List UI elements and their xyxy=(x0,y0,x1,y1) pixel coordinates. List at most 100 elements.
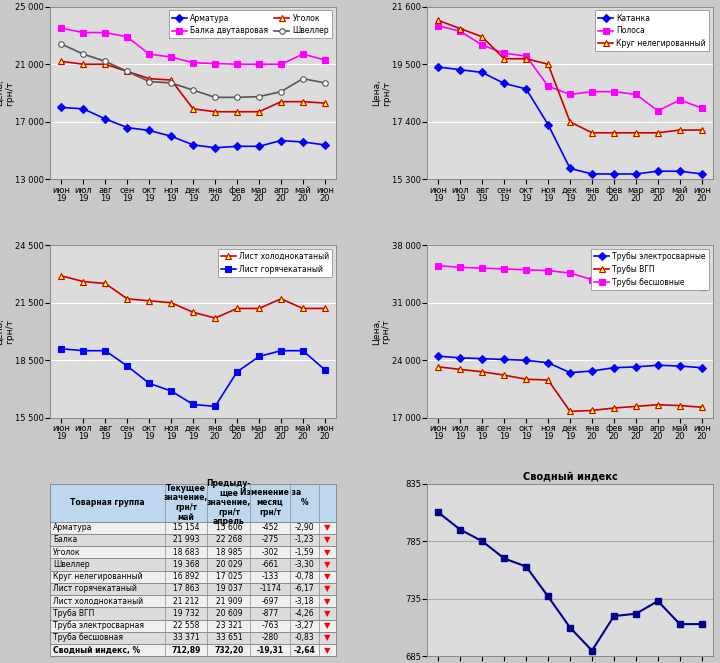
Трубы электросварные xyxy=(500,355,508,363)
Лист горячекатаный xyxy=(255,353,264,361)
Катанка xyxy=(522,85,531,93)
Text: 19 732: 19 732 xyxy=(173,609,199,618)
Катанка xyxy=(478,68,487,76)
Трубы электросварные xyxy=(698,364,706,372)
Трубы электросварные xyxy=(544,359,552,367)
Line: Катанка: Катанка xyxy=(436,64,705,177)
Y-axis label: Цена,
грн/т: Цена, грн/т xyxy=(372,80,391,107)
Уголок xyxy=(79,60,88,68)
Лист холоднокатаный xyxy=(57,272,66,280)
Text: Предыду-
щее
значение,
грн/т
апрель: Предыду- щее значение, грн/т апрель xyxy=(207,479,251,526)
Лист горячекатаный xyxy=(101,347,109,355)
Text: 19 368: 19 368 xyxy=(173,560,199,569)
Трубы бесшовные xyxy=(675,282,684,290)
Text: Труба бесшовная: Труба бесшовная xyxy=(53,633,123,642)
Text: Лист горячекатаный: Лист горячекатаный xyxy=(53,585,137,593)
Text: Труба электросварная: Труба электросварная xyxy=(53,621,144,631)
Text: 22 558: 22 558 xyxy=(173,621,199,631)
Лист холоднокатаный xyxy=(79,278,88,286)
Швеллер xyxy=(211,93,220,101)
Text: 20 029: 20 029 xyxy=(215,560,242,569)
Text: ▼: ▼ xyxy=(324,609,330,618)
Лист горячекатаный xyxy=(299,347,307,355)
Text: 23 321: 23 321 xyxy=(216,621,242,631)
Text: -4,26: -4,26 xyxy=(294,609,315,618)
Bar xyxy=(50,620,336,632)
Text: %: % xyxy=(301,498,308,507)
Лист горячекатаный xyxy=(123,362,132,370)
Арматура xyxy=(57,103,66,111)
Катанка xyxy=(610,170,618,178)
Bar xyxy=(50,546,336,558)
Text: -452: -452 xyxy=(261,523,279,532)
Text: Арматура: Арматура xyxy=(53,523,93,532)
Лист холоднокатаный xyxy=(123,295,132,303)
Балка двутавровая xyxy=(123,33,132,41)
Швеллер xyxy=(255,93,264,101)
Полоса xyxy=(610,88,618,95)
Уголок xyxy=(123,68,132,76)
Line: Круг нелегированный: Круг нелегированный xyxy=(436,17,705,135)
Лист холоднокатаный xyxy=(276,295,285,303)
Text: 712,89: 712,89 xyxy=(171,646,201,655)
Балка двутавровая xyxy=(276,60,285,68)
Катанка xyxy=(566,164,575,172)
Уголок xyxy=(167,76,176,84)
Bar xyxy=(50,595,336,607)
Круг нелегированный xyxy=(698,126,706,134)
Лист холоднокатаный xyxy=(189,308,197,316)
Legend: Катанка, Полоса, Круг нелегированный: Катанка, Полоса, Круг нелегированный xyxy=(595,11,709,51)
Bar xyxy=(50,607,336,620)
Text: -280: -280 xyxy=(261,633,279,642)
Уголок xyxy=(189,105,197,113)
Text: 17 025: 17 025 xyxy=(215,572,242,581)
Балка двутавровая xyxy=(233,60,241,68)
Line: Уголок: Уголок xyxy=(58,58,328,115)
Text: -1174: -1174 xyxy=(259,585,282,593)
Круг нелегированный xyxy=(456,25,464,32)
Трубы ВГП xyxy=(456,365,464,373)
Балка двутавровая xyxy=(189,59,197,67)
Полоса xyxy=(456,27,464,35)
Полоса xyxy=(500,49,508,57)
Text: Балка: Балка xyxy=(53,536,78,544)
Text: -661: -661 xyxy=(261,560,279,569)
Text: -1,23: -1,23 xyxy=(294,536,314,544)
Трубы ВГП xyxy=(654,400,662,408)
Балка двутавровая xyxy=(320,56,329,64)
Полоса xyxy=(631,90,640,98)
Line: Трубы бесшовные: Трубы бесшовные xyxy=(436,263,705,290)
Швеллер xyxy=(233,93,241,101)
Text: -3,27: -3,27 xyxy=(294,621,315,631)
Line: Арматура: Арматура xyxy=(58,105,328,151)
Катанка xyxy=(456,66,464,74)
Bar xyxy=(50,644,336,656)
Лист горячекатаный xyxy=(211,402,220,410)
Катанка xyxy=(698,170,706,178)
Лист холоднокатаный xyxy=(320,304,329,312)
Полоса xyxy=(654,107,662,115)
Лист холоднокатаный xyxy=(255,304,264,312)
Балка двутавровая xyxy=(57,25,66,32)
Полоса xyxy=(478,41,487,49)
Text: Труба ВГП: Труба ВГП xyxy=(53,609,94,618)
Трубы ВГП xyxy=(500,371,508,379)
Трубы бесшовные xyxy=(588,276,596,284)
Катанка xyxy=(434,63,443,71)
Лист горячекатаный xyxy=(320,366,329,374)
Трубы электросварные xyxy=(631,363,640,371)
Лист горячекатаный xyxy=(79,347,88,355)
Трубы электросварные xyxy=(522,356,531,364)
Y-axis label: Цена,
грн/т: Цена, грн/т xyxy=(0,80,14,107)
Уголок xyxy=(233,108,241,116)
Круг нелегированный xyxy=(631,129,640,137)
Text: -877: -877 xyxy=(261,609,279,618)
Text: ▼: ▼ xyxy=(324,633,330,642)
Трубы бесшовные xyxy=(478,264,487,272)
Трубы бесшовные xyxy=(610,276,618,284)
Text: 22 268: 22 268 xyxy=(216,536,242,544)
Line: Трубы электросварные: Трубы электросварные xyxy=(436,353,705,375)
Трубы электросварные xyxy=(675,362,684,370)
Арматура xyxy=(276,137,285,145)
Катанка xyxy=(544,121,552,129)
